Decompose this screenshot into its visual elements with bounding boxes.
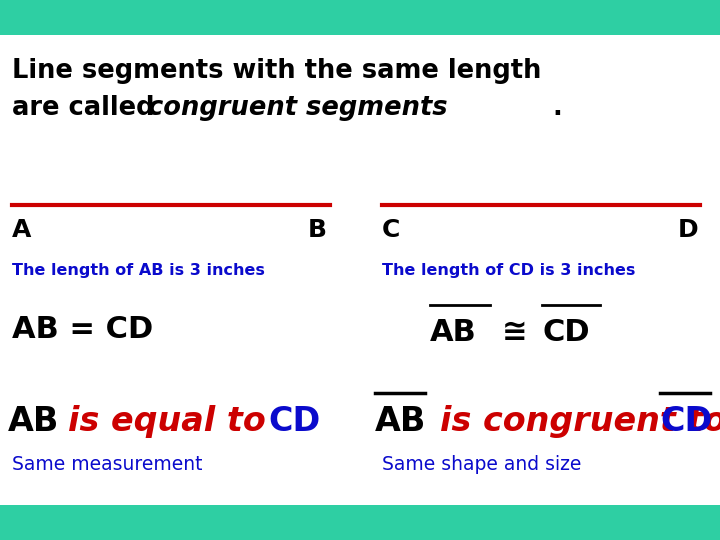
Text: A: A [12, 218, 32, 242]
Text: AB: AB [430, 318, 477, 347]
Text: CD: CD [660, 405, 712, 438]
Text: Same shape and size: Same shape and size [382, 455, 581, 474]
Text: AB = CD: AB = CD [12, 315, 153, 344]
Text: AB: AB [375, 405, 426, 438]
Text: B: B [308, 218, 327, 242]
Text: CD: CD [542, 318, 590, 347]
Text: is congruent to: is congruent to [440, 405, 720, 438]
Text: ≅: ≅ [502, 318, 528, 347]
Text: Line segments with the same length: Line segments with the same length [12, 58, 541, 84]
Text: The length of AB is 3 inches: The length of AB is 3 inches [12, 263, 265, 278]
Text: .: . [552, 95, 562, 121]
Text: are called: are called [12, 95, 163, 121]
Text: C: C [382, 218, 400, 242]
Text: is equal to: is equal to [68, 405, 266, 438]
Bar [0, 35, 720, 505]
Text: congruent segments: congruent segments [148, 95, 448, 121]
Text: CD: CD [268, 405, 320, 438]
Text: The length of CD is 3 inches: The length of CD is 3 inches [382, 263, 635, 278]
Text: AB: AB [8, 405, 59, 438]
Text: D: D [678, 218, 698, 242]
Text: Same measurement: Same measurement [12, 455, 202, 474]
